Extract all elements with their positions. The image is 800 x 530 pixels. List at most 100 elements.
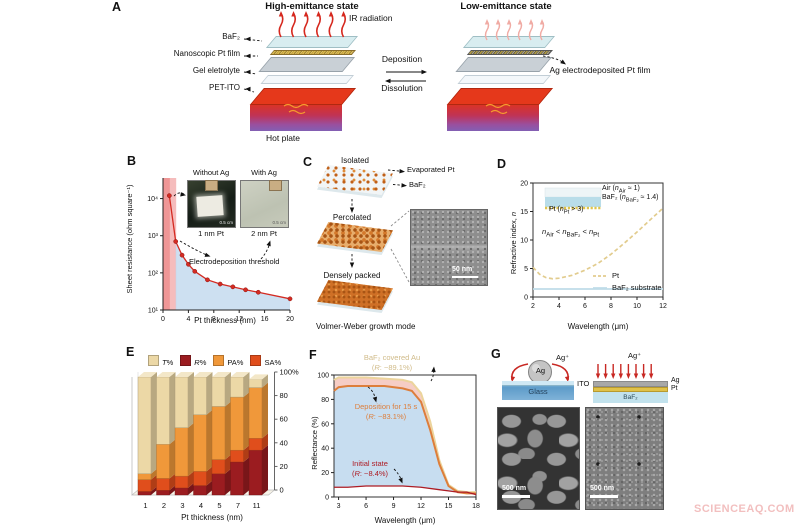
optical-fractions-chart: 0 20 40 60 80 100% 1 2 3 4 5 7 11 bbox=[131, 368, 300, 510]
panel-a-label: A bbox=[112, 0, 122, 14]
svg-text:20: 20 bbox=[321, 470, 329, 477]
svg-text:9: 9 bbox=[392, 503, 396, 510]
svg-text:0: 0 bbox=[524, 295, 528, 302]
ag-film-label: Ag electrodeposited Pt film bbox=[549, 65, 651, 75]
svg-text:60: 60 bbox=[321, 421, 329, 428]
svg-text:20: 20 bbox=[286, 316, 294, 323]
e-legend-label-t: T% bbox=[162, 358, 174, 367]
panel-g-schematic-arrows bbox=[510, 360, 654, 384]
svg-text:10: 10 bbox=[633, 303, 641, 310]
svg-text:11: 11 bbox=[253, 501, 261, 510]
svg-text:15: 15 bbox=[520, 209, 528, 216]
low-emittance-stack bbox=[446, 28, 565, 143]
svg-text:5: 5 bbox=[524, 266, 528, 273]
d-relation-label: nAir < nBaF₂ < nPt bbox=[542, 227, 600, 239]
g-ag-layer-label: Ag bbox=[671, 377, 680, 384]
c-sem-image bbox=[410, 209, 488, 286]
e-legend-swatch-pa bbox=[213, 355, 225, 366]
e-legend-label-r: R% bbox=[194, 358, 207, 367]
g-ag-ion-right: Ag⁺ bbox=[628, 351, 642, 360]
f-ann-baf2-au-name: BaF₂ covered Au bbox=[363, 353, 421, 362]
c-baf2-label: BaF₂ bbox=[409, 180, 426, 189]
d-inset-baf2-label: BaF₂ (nBaF₂ ≈ 1.4) bbox=[602, 194, 659, 204]
volmer-weber-caption: Volmer-Weber growth mode bbox=[316, 322, 416, 331]
g-pt-layer-label: Pt bbox=[671, 385, 678, 392]
e-legend-label-pa: PA% bbox=[227, 358, 244, 367]
e-legend-item-t: T% bbox=[148, 355, 174, 367]
svg-text:6: 6 bbox=[583, 303, 587, 310]
e-legend-swatch-sa bbox=[250, 355, 262, 366]
svg-text:0: 0 bbox=[161, 316, 165, 323]
layer-label-pet-ito: PET-ITO bbox=[209, 83, 240, 92]
f-x-axis-label: Wavelength (μm) bbox=[374, 516, 436, 525]
svg-text:40: 40 bbox=[321, 446, 329, 453]
svg-text:80: 80 bbox=[321, 397, 329, 404]
e-legend-swatch-r bbox=[180, 355, 192, 366]
reflectance-chart: 3 6 9 12 15 18 0 20 40 60 80 100 bbox=[317, 366, 480, 510]
panel-f-label: F bbox=[309, 348, 317, 362]
svg-text:10⁴: 10⁴ bbox=[147, 196, 158, 203]
2nm-pt-label: 2 nm Pt bbox=[251, 229, 277, 238]
with-ag-label: With Ag bbox=[251, 168, 277, 177]
hot-plate-front bbox=[250, 105, 342, 131]
d-inset-air-label: Air (nAir ≈ 1) bbox=[602, 185, 640, 195]
e-legend-swatch-t bbox=[148, 355, 159, 366]
1nm-pt-label: 1 nm Pt bbox=[198, 229, 224, 238]
svg-text:2: 2 bbox=[162, 501, 166, 510]
g-sem-scale-bar bbox=[502, 495, 530, 498]
e-legend-label-sa: SA% bbox=[264, 358, 282, 367]
d-legend-pt: Pt bbox=[612, 271, 620, 280]
sheet-resistance-chart: 0 4 8 12 16 20 10¹ 10² 10³ 10⁴ bbox=[147, 178, 294, 323]
refractive-index-chart: 2 4 6 8 10 12 0 5 10 15 20 bbox=[520, 181, 667, 311]
svg-text:12: 12 bbox=[235, 316, 243, 323]
svg-text:4: 4 bbox=[557, 303, 561, 310]
svg-text:100%: 100% bbox=[280, 368, 300, 377]
threshold-annotation: Electrodeposition threshold bbox=[189, 257, 280, 266]
f-y-axis-label: Reflectance (%) bbox=[310, 416, 319, 470]
f-ann-deposition-name: Deposition for 15 s bbox=[354, 402, 418, 411]
photo-with-ag: 0.5 cm bbox=[240, 180, 289, 228]
photo-without-ag: 0.5 cm bbox=[187, 180, 236, 228]
svg-text:7: 7 bbox=[236, 501, 240, 510]
f-ann-initial-r: (R: ~8.4%) bbox=[351, 469, 389, 478]
svg-text:15: 15 bbox=[445, 503, 453, 510]
photo-reflection bbox=[196, 195, 224, 217]
svg-text:1: 1 bbox=[143, 501, 147, 510]
d-inset-pt-label: Pt (nPt > 3) bbox=[549, 206, 584, 216]
deposition-label: Deposition bbox=[381, 54, 423, 64]
evaporated-pt-label: Evaporated Pt bbox=[407, 165, 455, 174]
g-baf2-layer: BaF₂ bbox=[593, 392, 668, 403]
layer-label-baf2: BaF₂ bbox=[222, 32, 240, 41]
g-glass-layer: Glass bbox=[502, 381, 574, 400]
watermark: SCIENCEAQ.COM bbox=[694, 503, 795, 515]
g-sem-pt bbox=[585, 407, 664, 510]
g-ito-label: ITO bbox=[577, 379, 590, 388]
d-legend-baf2: BaF₂ substrate bbox=[612, 283, 662, 292]
svg-text:12: 12 bbox=[659, 303, 667, 310]
g-glass-label: Glass bbox=[528, 387, 548, 396]
g-sem-ito bbox=[497, 407, 580, 510]
svg-text:10³: 10³ bbox=[148, 233, 159, 240]
g-ag-ion-left: Ag⁺ bbox=[556, 353, 570, 362]
g-ito-strip bbox=[502, 381, 574, 386]
ir-radiation-label: IR radiation bbox=[349, 13, 393, 23]
densely-packed-label: Densely packed bbox=[323, 271, 381, 280]
svg-text:3: 3 bbox=[180, 501, 184, 510]
e-legend: T% R% PA% SA% bbox=[148, 355, 288, 368]
svg-text:16: 16 bbox=[261, 316, 269, 323]
panel-g-label: G bbox=[491, 347, 501, 361]
svg-text:5: 5 bbox=[217, 501, 221, 510]
panel-b-label: B bbox=[127, 154, 137, 168]
c-sem-scale-label: 50 nm bbox=[452, 266, 473, 273]
svg-text:0: 0 bbox=[280, 486, 284, 495]
without-ag-label: Without Ag bbox=[192, 168, 230, 177]
f-ann-initial-name: Initial state bbox=[352, 459, 388, 468]
e-legend-item-pa: PA% bbox=[213, 355, 244, 367]
svg-text:20: 20 bbox=[520, 181, 528, 188]
svg-text:3: 3 bbox=[337, 503, 341, 510]
e-x-axis-label: Pt thickness (nm) bbox=[181, 513, 243, 522]
panel-a-arrows bbox=[243, 11, 566, 115]
d-x-axis-label: Wavelength (μm) bbox=[567, 322, 629, 331]
layer-label-gel: Gel eletrolyte bbox=[192, 66, 240, 75]
